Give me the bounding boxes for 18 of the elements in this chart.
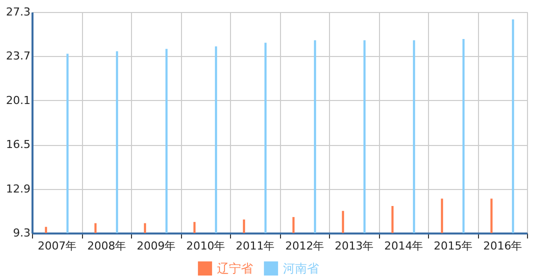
y-tick-label: 20.1 xyxy=(6,94,30,107)
x-tick-label: 2009年 xyxy=(136,240,176,252)
y-tick-label: 27.3 xyxy=(6,6,30,18)
x-tick-label: 2012年 xyxy=(285,240,324,252)
y-tick-label: 12.9 xyxy=(6,182,30,196)
x-tick-label: 2014年 xyxy=(384,240,424,252)
x-tick-label: 2010年 xyxy=(186,240,226,252)
x-tick-label: 2016年 xyxy=(483,240,522,252)
x-tick-label: 2011年 xyxy=(236,240,275,252)
x-tick-label: 2015年 xyxy=(434,240,473,252)
legend-label: 辽宁省 xyxy=(217,261,253,276)
legend-label: 河南省 xyxy=(283,261,319,276)
y-tick-label: 9.3 xyxy=(13,226,30,240)
y-tick-label: 16.5 xyxy=(6,138,30,152)
x-tick-label: 2007年 xyxy=(38,240,77,252)
x-tick-label: 2008年 xyxy=(87,240,126,252)
x-tick-label: 2013年 xyxy=(334,240,374,252)
y-tick-label: 23.7 xyxy=(6,50,30,63)
